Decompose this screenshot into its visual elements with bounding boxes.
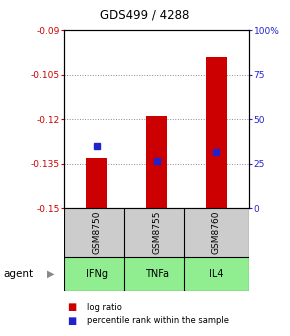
Text: ■: ■ (67, 316, 76, 326)
FancyBboxPatch shape (184, 257, 249, 291)
Text: percentile rank within the sample: percentile rank within the sample (87, 317, 229, 325)
Text: agent: agent (3, 269, 33, 279)
Text: TNFa: TNFa (145, 269, 168, 279)
Text: GSM8750: GSM8750 (92, 211, 101, 254)
Text: GDS499 / 4288: GDS499 / 4288 (100, 9, 190, 22)
Text: ■: ■ (67, 302, 76, 312)
Text: ▶: ▶ (47, 269, 55, 279)
Text: GSM8755: GSM8755 (152, 211, 161, 254)
Text: log ratio: log ratio (87, 303, 122, 312)
Text: GSM8760: GSM8760 (212, 211, 221, 254)
Text: IFNg: IFNg (86, 269, 108, 279)
FancyBboxPatch shape (64, 208, 130, 257)
Bar (146, 116, 167, 208)
Bar (206, 57, 227, 208)
Bar (86, 158, 107, 208)
FancyBboxPatch shape (124, 257, 190, 291)
FancyBboxPatch shape (184, 208, 249, 257)
Text: IL4: IL4 (209, 269, 224, 279)
FancyBboxPatch shape (124, 208, 190, 257)
FancyBboxPatch shape (64, 257, 130, 291)
